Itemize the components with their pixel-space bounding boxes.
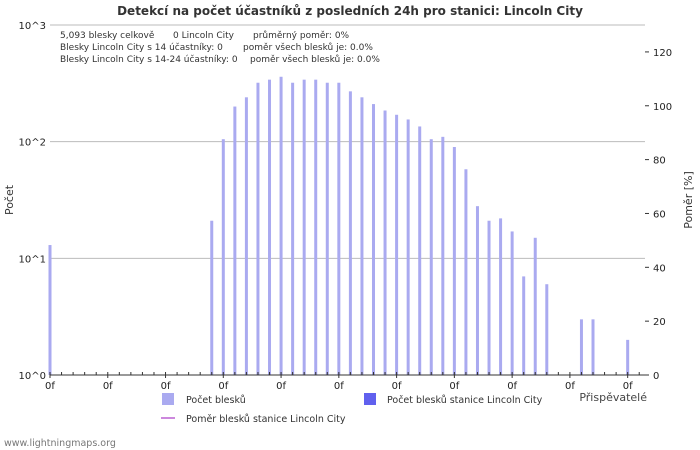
stat-station: 0 Lincoln City (173, 31, 235, 41)
bar (545, 284, 549, 375)
bar (418, 126, 422, 375)
bar (395, 114, 399, 376)
bar (314, 79, 318, 375)
y-axis-label: Počet (3, 184, 16, 215)
footer-link[interactable]: www.lightningmaps.org (4, 438, 116, 449)
y2-tick-label: 80 (653, 156, 666, 167)
bar (487, 220, 491, 375)
x-tick-label: 0f (45, 381, 55, 392)
bar (325, 82, 329, 375)
stat-average-ratio: průměrný poměr: 0% (253, 30, 350, 41)
bar (360, 97, 364, 375)
y2-tick-label: 60 (653, 209, 666, 220)
x-tick-label: 0f (507, 381, 517, 392)
x-tick-label: 0f (218, 381, 228, 392)
bar (337, 82, 341, 375)
stat-14-participants: Blesky Lincoln City s 14 účastníky: 0 (60, 42, 223, 53)
stat-14-24-ratio: poměr všech blesků je: 0.0% (250, 54, 380, 65)
stats-text: 5,093 blesky celkově 0 Lincoln City prům… (60, 30, 380, 65)
bar (429, 139, 433, 375)
y-tick-label: 10^0 (19, 371, 46, 382)
bar (591, 319, 595, 375)
bar (256, 82, 260, 375)
bar (348, 91, 352, 376)
bar-series (48, 76, 630, 376)
bar (302, 79, 306, 375)
y2-tick-label: 20 (653, 317, 666, 328)
grid-lines (50, 24, 645, 376)
stat-14-24-participants: Blesky Lincoln City s 14-24 účastníky: 0 (60, 54, 238, 65)
bar (522, 276, 526, 375)
y-tick-label: 10^1 (19, 254, 46, 265)
bar (48, 245, 52, 375)
x-tick-label: 0f (276, 381, 286, 392)
bar (475, 206, 479, 375)
y2-axis-label: Poměr [%] (682, 171, 695, 229)
x-tick-label: 0f (161, 381, 171, 392)
y2-axis-ticks: 0 20 40 60 80 100 120 (645, 48, 672, 382)
bar (533, 237, 537, 375)
bar (383, 110, 387, 375)
x-axis-ticks: 0f 0f 0f 0f 0f 0f 0f 0f 0f 0f 0f (45, 372, 640, 392)
bar (233, 106, 237, 375)
legend-label-station: Počet blesků stanice Lincoln City (387, 395, 543, 406)
bar (244, 97, 248, 375)
bar (268, 79, 272, 375)
y-axis-ticks: 10^0 10^1 10^2 10^3 (19, 21, 46, 382)
x-tick-label: 0f (334, 381, 344, 392)
stat-total: 5,093 blesky celkově (60, 31, 155, 41)
bar (626, 339, 630, 375)
bar (406, 119, 410, 375)
y2-tick-label: 0 (653, 371, 659, 382)
chart-title: Detekcí na počet účastníků z posledních … (117, 4, 583, 18)
y-tick-label: 10^3 (19, 21, 46, 32)
y-tick-label: 10^2 (19, 138, 46, 149)
bar (291, 82, 295, 375)
x-tick-label: 0f (623, 381, 633, 392)
y2-tick-label: 100 (653, 102, 672, 113)
contributors-label: Přispěvatelé (579, 391, 647, 404)
y2-tick-label: 40 (653, 263, 666, 274)
legend-swatch-count (162, 393, 174, 405)
bar (499, 218, 503, 375)
x-tick-label: 0f (449, 381, 459, 392)
legend: Počet blesků Počet blesků stanice Lincol… (161, 393, 543, 425)
legend-label-ratio: Poměr blesků stanice Lincoln City (186, 414, 346, 425)
bar (441, 136, 445, 375)
x-tick-label: 0f (565, 381, 575, 392)
bar (452, 147, 456, 375)
legend-label-count: Počet blesků (186, 395, 246, 406)
legend-swatch-station (364, 393, 376, 405)
bar (279, 76, 283, 375)
bar (579, 319, 583, 375)
stat-14-ratio: poměr všech blesků je: 0.0% (243, 42, 373, 53)
bar (510, 231, 514, 375)
bar (210, 220, 214, 375)
bar (221, 139, 225, 375)
x-tick-label: 0f (392, 381, 402, 392)
bar (464, 169, 468, 375)
y2-tick-label: 120 (653, 48, 672, 59)
x-tick-label: 0f (103, 381, 113, 392)
bar (371, 104, 375, 376)
